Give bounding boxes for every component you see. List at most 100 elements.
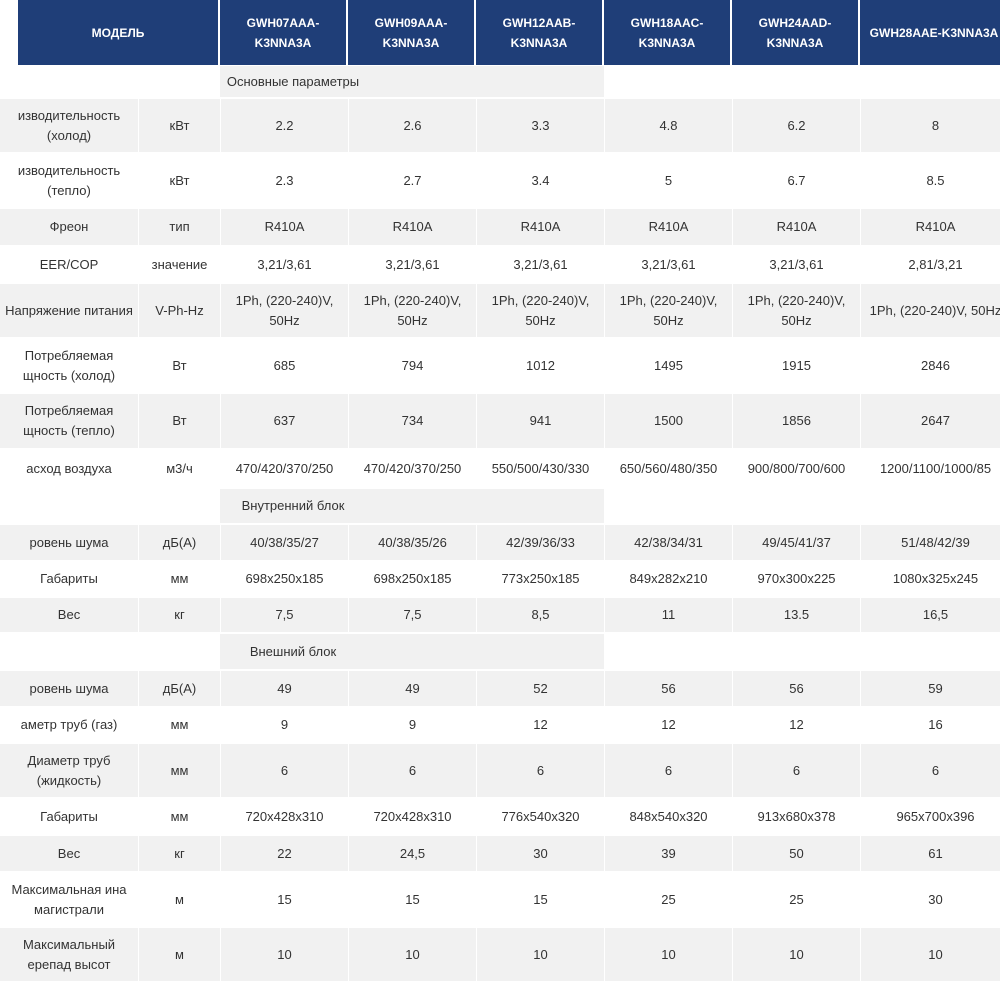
row-value: 12 [789, 717, 804, 732]
row-value: 2.6 [349, 99, 476, 152]
row-value: 1080x325x245 [892, 571, 979, 586]
row-value: 16 [928, 717, 943, 732]
row-value: 10 [861, 928, 1000, 981]
row-label: Диаметр труб (жидкость) [0, 744, 138, 797]
row-value: 970x300x225 [757, 571, 836, 586]
section-bg [220, 66, 604, 97]
row-value: 12 [661, 717, 676, 732]
row-value: 720x428x310 [245, 808, 324, 824]
row-unit: значение [151, 256, 208, 272]
model-name: GWH09AAA-K3NNA3A [348, 0, 476, 65]
row-value: 1Ph, (220-240)V, 50Hz [349, 284, 476, 337]
row-value: 49 [221, 671, 348, 706]
row-unit: тип [139, 209, 220, 245]
row-label: Потребляемая щность (холод) [22, 347, 116, 383]
model-label: МОДЕЛЬ [18, 0, 220, 65]
row-value: R410A [477, 209, 604, 245]
row-value: 49/45/41/37 [733, 525, 860, 560]
row-value: 1915 [782, 357, 811, 373]
row-label: Максимальная ина магистрали [11, 881, 127, 917]
model-name: GWH18AAC-K3NNA3A [604, 0, 732, 65]
row-value: 1495 [654, 357, 683, 373]
row-value: 650/560/480/350 [619, 460, 718, 476]
row-unit: мм [170, 717, 189, 732]
row-value: 3.3 [477, 99, 604, 152]
row-value: 22 [221, 836, 348, 871]
row-value: 1012 [526, 357, 555, 373]
row-value: 1200/1100/1000/85 [879, 460, 992, 476]
row-value: 25 [661, 891, 676, 907]
row-value: 6 [861, 744, 1000, 797]
row-value: 6.7 [787, 172, 806, 188]
row-unit: V-Ph-Hz [139, 284, 220, 337]
row-value: 3,21/3,61 [769, 256, 824, 272]
row-label: ровень шума [0, 525, 138, 560]
row-value: 849x282x210 [629, 571, 708, 586]
row-value: 2846 [921, 357, 950, 373]
row-unit: мм [170, 808, 189, 824]
row-value: 6 [221, 744, 348, 797]
row-label: Габариты [40, 808, 98, 824]
row-value: 10 [221, 928, 348, 981]
row-value: 11 [605, 598, 732, 632]
row-unit: дБ(А) [139, 671, 220, 706]
row-value: 39 [605, 836, 732, 871]
row-label: Габариты [40, 571, 98, 586]
row-label: EER/COP [39, 256, 99, 272]
row-value: 698x250x185 [373, 571, 452, 586]
row-label: Фреон [0, 209, 138, 245]
model-name: GWH07AAA-K3NNA3A [220, 0, 348, 65]
row-value: 12 [533, 717, 548, 732]
row-value: 52 [477, 671, 604, 706]
row-value: 470/420/370/250 [235, 460, 334, 476]
row-value: 2647 [861, 394, 1000, 448]
row-label: Напряжение питания [0, 284, 138, 337]
row-value: 5 [664, 172, 673, 188]
row-value: 1Ph, (220-240)V, 50Hz [221, 284, 348, 337]
row-unit: Вт [172, 357, 187, 373]
row-value: 1Ph, (220-240)V, 50Hz [605, 284, 732, 337]
section-title: Внутренний блок [241, 498, 345, 513]
row-unit: кВт [169, 172, 190, 188]
section-bg [220, 489, 604, 523]
row-value: R410A [349, 209, 476, 245]
row-value: 7,5 [349, 598, 476, 632]
row-label: изводительность (холод) [0, 99, 138, 152]
row-value: 1Ph, (220-240)V, 50Hz [733, 284, 860, 337]
row-value: 42/38/34/31 [605, 525, 732, 560]
row-value: 10 [477, 928, 604, 981]
row-value: 848x540x320 [629, 808, 708, 824]
row-label: Максимальный ерепад высот [0, 928, 138, 981]
section-bg [220, 634, 604, 669]
row-value: 24,5 [349, 836, 476, 871]
row-value: 10 [733, 928, 860, 981]
row-value: 794 [401, 357, 424, 373]
row-value: 49 [349, 671, 476, 706]
row-value: 6.2 [733, 99, 860, 152]
row-unit: мм [139, 744, 220, 797]
row-value: 913x680x378 [757, 808, 836, 824]
row-value: 3,21/3,61 [257, 256, 312, 272]
row-unit: Вт [139, 394, 220, 448]
row-unit: кг [139, 598, 220, 632]
row-value: 1856 [733, 394, 860, 448]
row-value: 900/800/700/600 [747, 460, 846, 476]
row-value: R410A [605, 209, 732, 245]
row-value: 3,21/3,61 [641, 256, 696, 272]
header-bg [0, 0, 18, 65]
row-value: 8,5 [477, 598, 604, 632]
row-unit: кВт [139, 99, 220, 152]
row-value: 2.7 [403, 172, 422, 188]
row-value: 685 [273, 357, 296, 373]
row-value: 470/420/370/250 [363, 460, 462, 476]
row-value: 734 [349, 394, 476, 448]
row-value: 10 [349, 928, 476, 981]
row-unit: м [175, 891, 184, 907]
row-value: 1Ph, (220-240)V, 50Hz [477, 284, 604, 337]
row-value: 42/39/36/33 [477, 525, 604, 560]
row-value: 7,5 [221, 598, 348, 632]
row-value: 637 [221, 394, 348, 448]
row-value: 8.5 [926, 172, 945, 188]
row-value: 776x540x320 [501, 808, 580, 824]
